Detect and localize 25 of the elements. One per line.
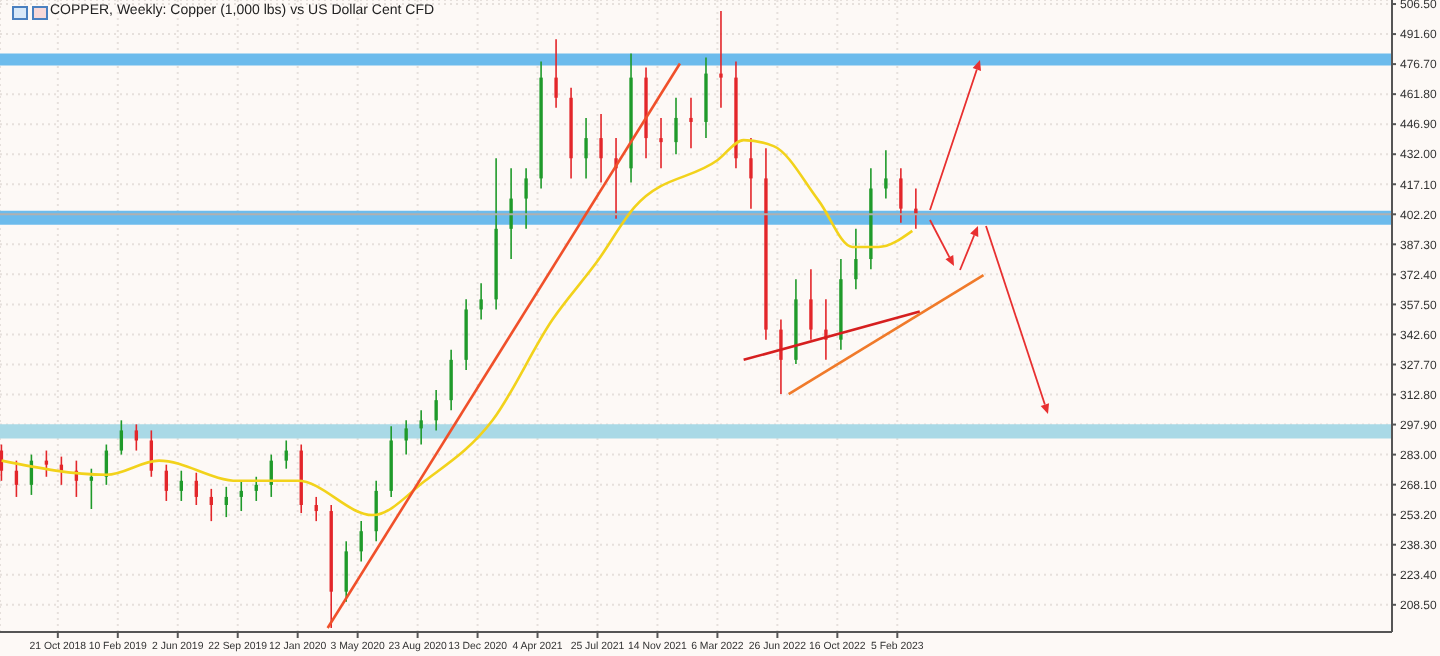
candlestick <box>239 480 243 512</box>
candlestick <box>314 496 318 522</box>
candlestick <box>119 419 124 456</box>
candlestick <box>254 475 258 502</box>
candlestick <box>899 167 903 224</box>
candlestick <box>524 167 528 230</box>
candlestick <box>554 38 558 109</box>
candlestick <box>659 117 663 170</box>
candlestick <box>434 389 438 432</box>
candlestick <box>344 540 348 603</box>
candlestick <box>674 96 678 156</box>
candlestick <box>584 117 588 180</box>
candlestick <box>779 318 783 395</box>
candlestick <box>449 348 453 412</box>
candlestick <box>854 228 858 291</box>
candlestick <box>689 96 693 149</box>
candlestick <box>479 282 483 321</box>
candlestick <box>419 409 423 446</box>
candlestick <box>404 419 408 456</box>
candlestick <box>599 113 603 184</box>
candlestick <box>749 137 753 210</box>
candlestick <box>719 10 723 109</box>
candlestick <box>509 167 513 260</box>
candlestick <box>884 149 888 200</box>
candlestick <box>809 268 813 341</box>
